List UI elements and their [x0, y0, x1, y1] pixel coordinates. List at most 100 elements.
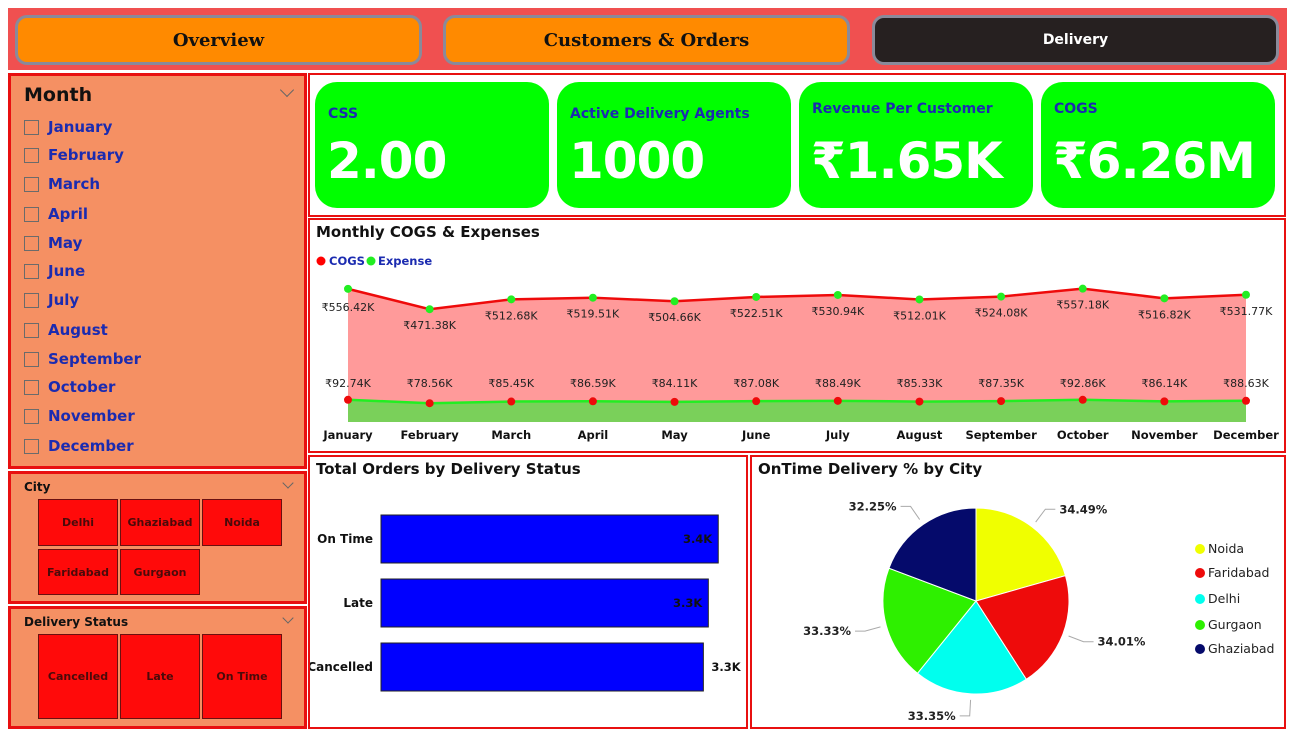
- checkbox[interactable]: [24, 206, 39, 222]
- checkbox[interactable]: [24, 147, 39, 163]
- kpi-label: Active Delivery Agents: [570, 106, 750, 122]
- city-tile-faridabad[interactable]: Faridabad: [38, 549, 118, 595]
- city-slicer: City Delhi Ghaziabad Noida Faridabad Gur…: [8, 471, 307, 604]
- status-tile-late[interactable]: Late: [120, 634, 200, 719]
- bar-data-label: 3.3K: [711, 660, 741, 674]
- ontime-by-city-chart: OnTime Delivery % by City 34.49% 34.01% 33…: [750, 455, 1286, 729]
- month-option-january[interactable]: January: [24, 116, 112, 138]
- checkbox[interactable]: [24, 408, 39, 424]
- cogs-point: [1078, 284, 1087, 293]
- legend-label: Expense: [378, 254, 432, 268]
- city-tile-noida[interactable]: Noida: [202, 499, 282, 546]
- kpi-section: CSS 2.00 Active Delivery Agents 1000 Rev…: [308, 73, 1286, 217]
- month-option-june[interactable]: June: [24, 260, 85, 282]
- month-option-label: July: [48, 291, 80, 309]
- month-option-october[interactable]: October: [24, 376, 115, 398]
- customers-orders-nav-button[interactable]: Customers & Orders: [443, 15, 850, 65]
- city-tile-ghaziabad[interactable]: Ghaziabad: [120, 499, 200, 546]
- cogs-point: [670, 297, 679, 306]
- chevron-down-icon[interactable]: [282, 612, 294, 624]
- month-option-march[interactable]: March: [24, 173, 100, 195]
- checkbox[interactable]: [24, 119, 39, 135]
- legend-marker: [1195, 644, 1205, 654]
- top-nav-bar: Overview Customers & Orders Delivery: [8, 8, 1287, 70]
- month-option-label: November: [48, 407, 135, 425]
- delivery-nav-button[interactable]: Delivery: [872, 15, 1279, 65]
- monthly-cogs-expenses-chart: Monthly COGS & Expenses COGS Expense ₹556.…: [308, 218, 1286, 453]
- city-tile-gurgaon[interactable]: Gurgaon: [120, 549, 200, 595]
- cogs-data-label: ₹530.94K: [811, 305, 864, 318]
- y-tick-label: Cancelled: [310, 660, 373, 674]
- expense-area: [348, 399, 1246, 422]
- expense-point: [752, 397, 761, 406]
- month-option-december[interactable]: December: [24, 435, 134, 457]
- x-tick-label: October: [1057, 428, 1109, 442]
- month-option-label: October: [48, 378, 116, 396]
- month-option-september[interactable]: September: [24, 348, 141, 370]
- checkbox[interactable]: [24, 379, 39, 395]
- checkbox[interactable]: [24, 292, 39, 308]
- overview-nav-button[interactable]: Overview: [15, 15, 422, 65]
- cogs-point: [1160, 294, 1169, 303]
- month-option-february[interactable]: February: [24, 144, 124, 166]
- expense-point: [425, 399, 434, 408]
- month-option-may[interactable]: May: [24, 232, 82, 254]
- expense-data-label: ₹87.08K: [733, 377, 779, 390]
- legend-marker: [1195, 620, 1205, 630]
- chevron-down-icon[interactable]: [282, 477, 294, 489]
- city-slicer-title: City: [24, 480, 51, 494]
- expense-point: [1160, 397, 1169, 406]
- cogs-point: [997, 292, 1006, 301]
- y-tick-label: Late: [343, 596, 373, 610]
- status-tile-on-time[interactable]: On Time: [202, 634, 282, 719]
- kpi-card-active-agents: Active Delivery Agents 1000: [557, 82, 791, 208]
- month-option-label: March: [48, 175, 101, 193]
- leader-line: [959, 699, 972, 717]
- expense-data-label: ₹84.11K: [652, 377, 698, 390]
- month-option-label: December: [48, 437, 134, 455]
- legend-label: Delhi: [1208, 591, 1240, 606]
- delivery-status-slicer-title: Delivery Status: [24, 615, 129, 629]
- month-option-july[interactable]: July: [24, 289, 79, 311]
- month-option-april[interactable]: April: [24, 203, 88, 225]
- legend-marker: [1195, 594, 1205, 604]
- expense-data-label: ₹85.33K: [897, 377, 943, 390]
- cogs-point: [752, 292, 761, 301]
- checkbox[interactable]: [24, 438, 39, 454]
- pie-slice: [882, 567, 977, 674]
- status-tile-cancelled[interactable]: Cancelled: [38, 634, 118, 719]
- cogs-point: [588, 293, 597, 302]
- month-option-november[interactable]: November: [24, 405, 135, 427]
- x-tick-label: November: [1131, 428, 1198, 442]
- checkbox[interactable]: [24, 235, 39, 251]
- chart-title: OnTime Delivery % by City: [758, 460, 983, 478]
- cogs-data-label: ₹522.51K: [730, 307, 783, 320]
- checkbox[interactable]: [24, 176, 39, 192]
- kpi-value: 1000: [569, 132, 705, 190]
- x-tick-label: February: [401, 428, 460, 442]
- leader-line: [1035, 508, 1056, 523]
- expense-line: [347, 398, 1247, 405]
- city-tile-delhi[interactable]: Delhi: [38, 499, 118, 546]
- y-tick-label: On Time: [317, 532, 373, 546]
- bar-data-label: 3.4K: [683, 532, 713, 546]
- month-option-label: June: [48, 262, 86, 280]
- checkbox[interactable]: [24, 322, 39, 338]
- leader-line: [900, 505, 921, 520]
- kpi-card-revenue-per-customer: Revenue Per Customer ₹1.65K: [799, 82, 1033, 208]
- cogs-point: [833, 290, 842, 299]
- checkbox[interactable]: [24, 351, 39, 367]
- month-option-label: August: [48, 321, 108, 339]
- month-option-august[interactable]: August: [24, 319, 108, 341]
- chevron-down-icon[interactable]: [279, 82, 295, 98]
- legend-label: Gurgaon: [1208, 617, 1262, 632]
- legend-marker: [366, 256, 376, 266]
- chart-title: Total Orders by Delivery Status: [316, 460, 581, 478]
- legend-marker: [1195, 568, 1205, 578]
- cogs-data-label: ₹512.68K: [485, 309, 538, 322]
- cogs-point: [1242, 290, 1250, 299]
- checkbox[interactable]: [24, 263, 39, 279]
- cogs-data-label: ₹516.82K: [1138, 308, 1191, 321]
- month-option-label: January: [48, 118, 113, 136]
- expense-data-label: ₹92.74K: [325, 377, 371, 390]
